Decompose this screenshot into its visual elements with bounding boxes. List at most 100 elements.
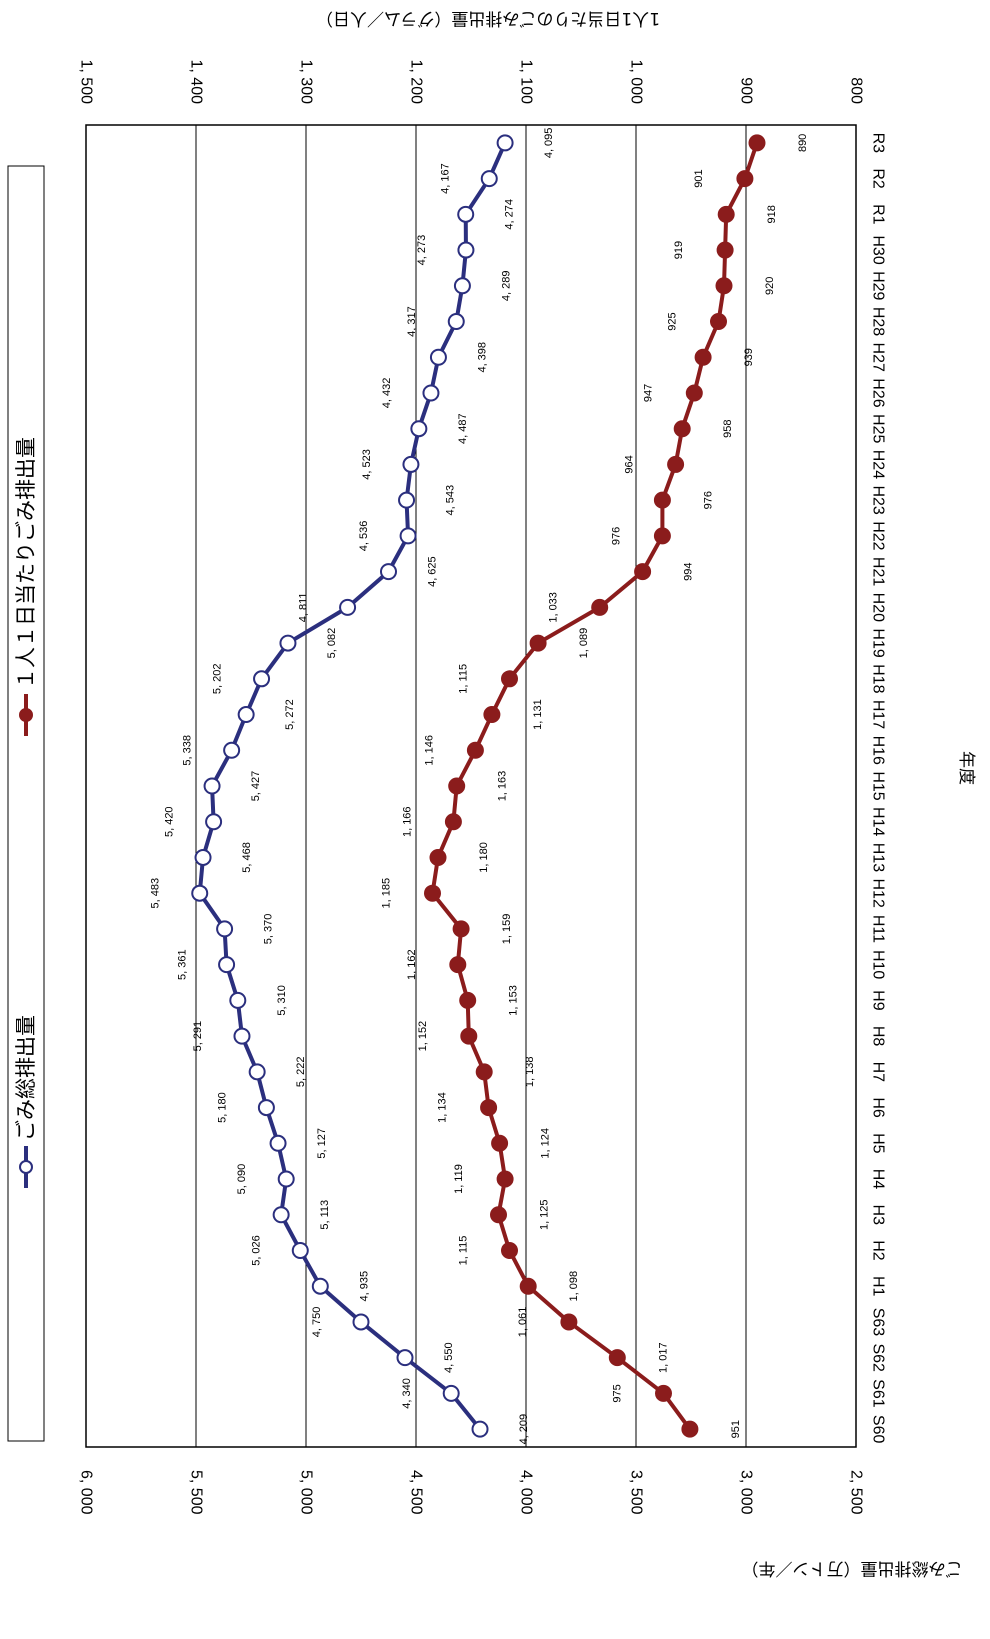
data-label: 1, 180 (478, 842, 490, 873)
data-point (272, 1206, 290, 1224)
data-point (457, 241, 475, 259)
x-tick-label: S61 (870, 1379, 887, 1408)
data-label: 925 (667, 312, 679, 330)
data-label: 951 (730, 1420, 742, 1438)
y2-tick-label: 1, 300 (298, 60, 315, 105)
data-label: 4, 536 (358, 521, 370, 552)
data-label: 5, 222 (295, 1057, 307, 1088)
data-point (501, 670, 518, 688)
x-tick-label: H18 (870, 664, 887, 693)
data-label: 1, 146 (423, 735, 435, 766)
data-point (496, 1170, 514, 1188)
data-label: 890 (797, 134, 809, 152)
y-tick-label: 4, 000 (518, 1470, 535, 1515)
data-point (519, 1277, 537, 1295)
data-point (449, 956, 467, 974)
data-point (491, 1134, 509, 1152)
y2-tick-label: 1, 200 (408, 60, 425, 105)
data-label: 947 (642, 384, 654, 402)
data-point (203, 777, 221, 795)
data-label: 5, 180 (216, 1092, 228, 1123)
data-label: 1, 089 (578, 628, 590, 659)
data-point (529, 634, 547, 652)
x-tick-label: H29 (870, 271, 887, 300)
data-label: 4, 487 (457, 413, 469, 444)
x-tick-label: H3 (870, 1205, 887, 1226)
plot-frame (85, 124, 857, 1448)
data-label: 901 (693, 169, 705, 187)
data-point (681, 1420, 699, 1438)
x-tick-label: H2 (870, 1240, 887, 1261)
data-label: 4, 317 (406, 306, 418, 337)
x-tick-label: H10 (870, 950, 887, 979)
data-label: 5, 420 (164, 806, 176, 837)
data-point (223, 741, 241, 759)
data-label: 5, 427 (250, 771, 262, 802)
data-point (452, 920, 470, 938)
data-label: 5, 127 (316, 1128, 328, 1159)
y2-tick-label: 800 (848, 77, 865, 104)
data-label: 5, 026 (250, 1235, 262, 1266)
x-tick-label: S60 (870, 1415, 887, 1444)
data-label: 4, 398 (476, 342, 488, 373)
y2-tick-label: 1, 500 (78, 60, 95, 105)
data-label: 5, 202 (212, 664, 224, 695)
data-point (471, 1420, 489, 1438)
data-point (216, 920, 234, 938)
data-point (667, 455, 685, 473)
data-point (339, 598, 357, 616)
x-tick-label: H13 (870, 843, 887, 872)
data-label: 4, 550 (443, 1342, 455, 1373)
data-label: 1, 131 (532, 699, 544, 730)
data-label: 5, 082 (326, 628, 338, 659)
data-point (257, 1099, 275, 1117)
y2-tick-label: 1, 000 (628, 60, 645, 105)
data-label: 1, 098 (568, 1271, 580, 1302)
x-axis-title: 年度 (956, 751, 976, 785)
legend-box (7, 165, 45, 1442)
data-point (715, 277, 733, 295)
data-point (496, 134, 514, 152)
legend-label-total: ごみ総排出量 (14, 1015, 38, 1141)
data-point (448, 777, 466, 795)
x-tick-label: H4 (870, 1169, 887, 1190)
data-point (655, 1384, 672, 1402)
data-point (279, 634, 297, 652)
x-tick-label: H19 (870, 628, 887, 657)
x-tick-label: H23 (870, 485, 887, 514)
data-label: 1, 119 (453, 1164, 465, 1194)
data-point (248, 1063, 266, 1081)
data-point (483, 706, 501, 724)
data-label: 4, 167 (439, 163, 451, 194)
data-point (396, 1349, 414, 1367)
data-point (736, 170, 754, 188)
data-point (694, 348, 712, 366)
data-label: 976 (702, 491, 714, 509)
data-label: 1, 159 (501, 914, 513, 945)
x-tick-label: R3 (870, 133, 887, 154)
data-point (490, 1206, 507, 1224)
data-label: 918 (766, 205, 778, 223)
data-label: 1, 125 (539, 1199, 551, 1230)
data-label: 964 (624, 455, 636, 473)
data-point (685, 384, 703, 402)
x-tick-label: R1 (870, 204, 887, 225)
data-point (380, 563, 397, 581)
y-tick-label: 3, 500 (628, 1470, 645, 1515)
data-point (748, 134, 766, 152)
data-label: 4, 523 (361, 449, 373, 480)
y-tick-label: 2, 500 (848, 1470, 865, 1515)
y-tick-label: 3, 000 (738, 1470, 755, 1515)
data-point (444, 813, 462, 831)
data-label: 4, 095 (543, 128, 555, 159)
data-point (352, 1313, 370, 1331)
data-point (194, 848, 212, 866)
x-tick-label: H20 (870, 593, 887, 622)
data-label: 4, 935 (358, 1271, 370, 1302)
data-point (459, 991, 477, 1009)
data-point (501, 1241, 518, 1259)
data-label: 1, 153 (508, 985, 520, 1016)
data-label: 1, 124 (540, 1128, 552, 1159)
